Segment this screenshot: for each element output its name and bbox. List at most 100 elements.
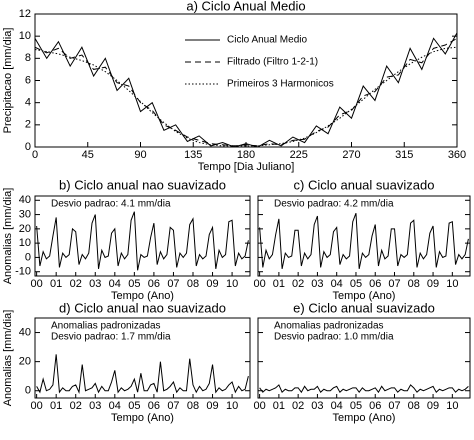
y-axis-label: Anomalias [mm/dia] [2,188,14,285]
x-tick-label: 0 [32,149,38,161]
y-tick-label: 4 [25,97,31,109]
x-tick-label: 05 [350,278,362,290]
x-tick-label: 01 [273,400,285,412]
chart-title: c) Ciclo anual suavizado [294,177,435,192]
chart-title: a) Ciclo Anual Medio [186,0,305,13]
y-tick-label: 40 [19,326,31,338]
x-tick-label: 04 [109,400,121,412]
y-tick-label: 30 [19,208,31,220]
plot-frame [257,195,471,277]
y-axis-label: Precipitacao [mm/dia] [2,28,14,134]
x-tick-label: 08 [408,400,420,412]
x-tick-label: 180 [237,149,255,161]
annotation: Desvio padrao: 1.0 mm/dia [274,332,394,343]
plot-frame [34,195,251,277]
data-line [34,32,458,148]
x-tick-label: 09 [427,278,439,290]
legend-label: Ciclo Anual Medio [227,35,307,46]
annotation: Desvio padrao: 1.7 mm/dia [51,332,171,343]
y-tick-label: 20 [19,223,31,235]
x-tick-label: 05 [350,400,362,412]
x-tick-label: 00 [253,278,265,290]
chart-title: e) Ciclo anual suavizado [293,300,435,315]
x-tick-label: 06 [369,278,381,290]
y-tick-label: 6 [25,74,31,86]
x-tick-label: 270 [342,149,360,161]
x-tick-label: 01 [50,400,62,412]
y-tick-label: 12 [19,8,31,20]
legend-label: Primeiros 3 Harmonicos [227,79,334,90]
x-tick-label: 135 [184,149,202,161]
x-tick-label: 08 [187,278,199,290]
y-tick-label: 0 [25,141,31,153]
x-tick-label: 07 [388,400,400,412]
y-tick-label: 10 [19,237,31,249]
annotation: Desvio padrao: 4.1 mm/dia [51,199,171,210]
y-axis-label: Anomalias [mm/dia] [2,310,14,407]
x-tick-label: 90 [134,149,146,161]
y-tick-label: 0 [25,385,31,397]
x-tick-label: 10 [226,400,238,412]
x-tick-label: 06 [369,400,381,412]
x-tick-label: 08 [408,278,420,290]
x-tick-label: 10 [446,400,458,412]
x-tick-label: 02 [292,278,304,290]
x-tick-label: 09 [206,278,218,290]
y-tick-label: 8 [25,52,31,64]
x-tick-label: 09 [206,400,218,412]
x-tick-label: 07 [388,278,400,290]
x-tick-label: 10 [226,278,238,290]
x-axis-label: Tempo (Ano) [111,290,174,302]
x-tick-label: 03 [89,278,101,290]
x-tick-label: 03 [311,400,323,412]
x-tick-label: 45 [82,149,94,161]
plot-frame [257,317,471,399]
y-tick-label: -10 [15,266,31,278]
x-tick-label: 02 [292,400,304,412]
data-line [34,37,458,147]
x-tick-label: 08 [187,400,199,412]
chart-title: d) Ciclo anual nao suavizado [59,300,226,315]
legend-label: Filtrado (Filtro 1-2-1) [227,57,318,68]
x-tick-label: 01 [50,278,62,290]
annotation: Desvio padrao: 4.2 mm/dia [274,199,394,210]
x-tick-label: 00 [31,400,43,412]
x-tick-label: 10 [446,278,458,290]
x-tick-label: 03 [311,278,323,290]
x-axis-label: Tempo [Dia Juliano] [198,161,295,173]
data-line [34,46,458,147]
x-tick-label: 07 [167,278,179,290]
x-tick-label: 360 [448,149,466,161]
y-tick-label: 20 [19,356,31,368]
x-tick-label: 06 [148,278,160,290]
x-tick-label: 00 [31,278,43,290]
x-tick-label: 04 [109,278,121,290]
y-tick-label: 2 [25,119,31,131]
y-tick-label: 40 [19,194,31,206]
x-tick-label: 01 [273,278,285,290]
x-tick-label: 06 [148,400,160,412]
plot-frame [34,317,251,399]
data-line [36,354,249,395]
x-tick-label: 07 [167,400,179,412]
data-line [36,211,249,271]
x-axis-label: Tempo (Ano) [111,412,174,424]
x-tick-label: 02 [70,278,82,290]
x-tick-label: 315 [395,149,413,161]
x-tick-label: 04 [331,400,343,412]
annotation: Anomalias padronizadas [274,321,384,332]
chart-title: b) Ciclo anual nao suavizado [59,177,226,192]
y-tick-label: 10 [19,30,31,42]
x-tick-label: 03 [89,400,101,412]
x-tick-label: 02 [70,400,82,412]
x-axis-label: Tempo (Ano) [333,412,396,424]
x-tick-label: 04 [331,278,343,290]
x-axis-label: Tempo (Ano) [333,290,396,302]
data-line [259,212,469,269]
x-tick-label: 05 [128,400,140,412]
x-tick-label: 225 [290,149,308,161]
data-line [259,384,469,394]
x-tick-label: 00 [253,400,265,412]
x-tick-label: 09 [427,400,439,412]
